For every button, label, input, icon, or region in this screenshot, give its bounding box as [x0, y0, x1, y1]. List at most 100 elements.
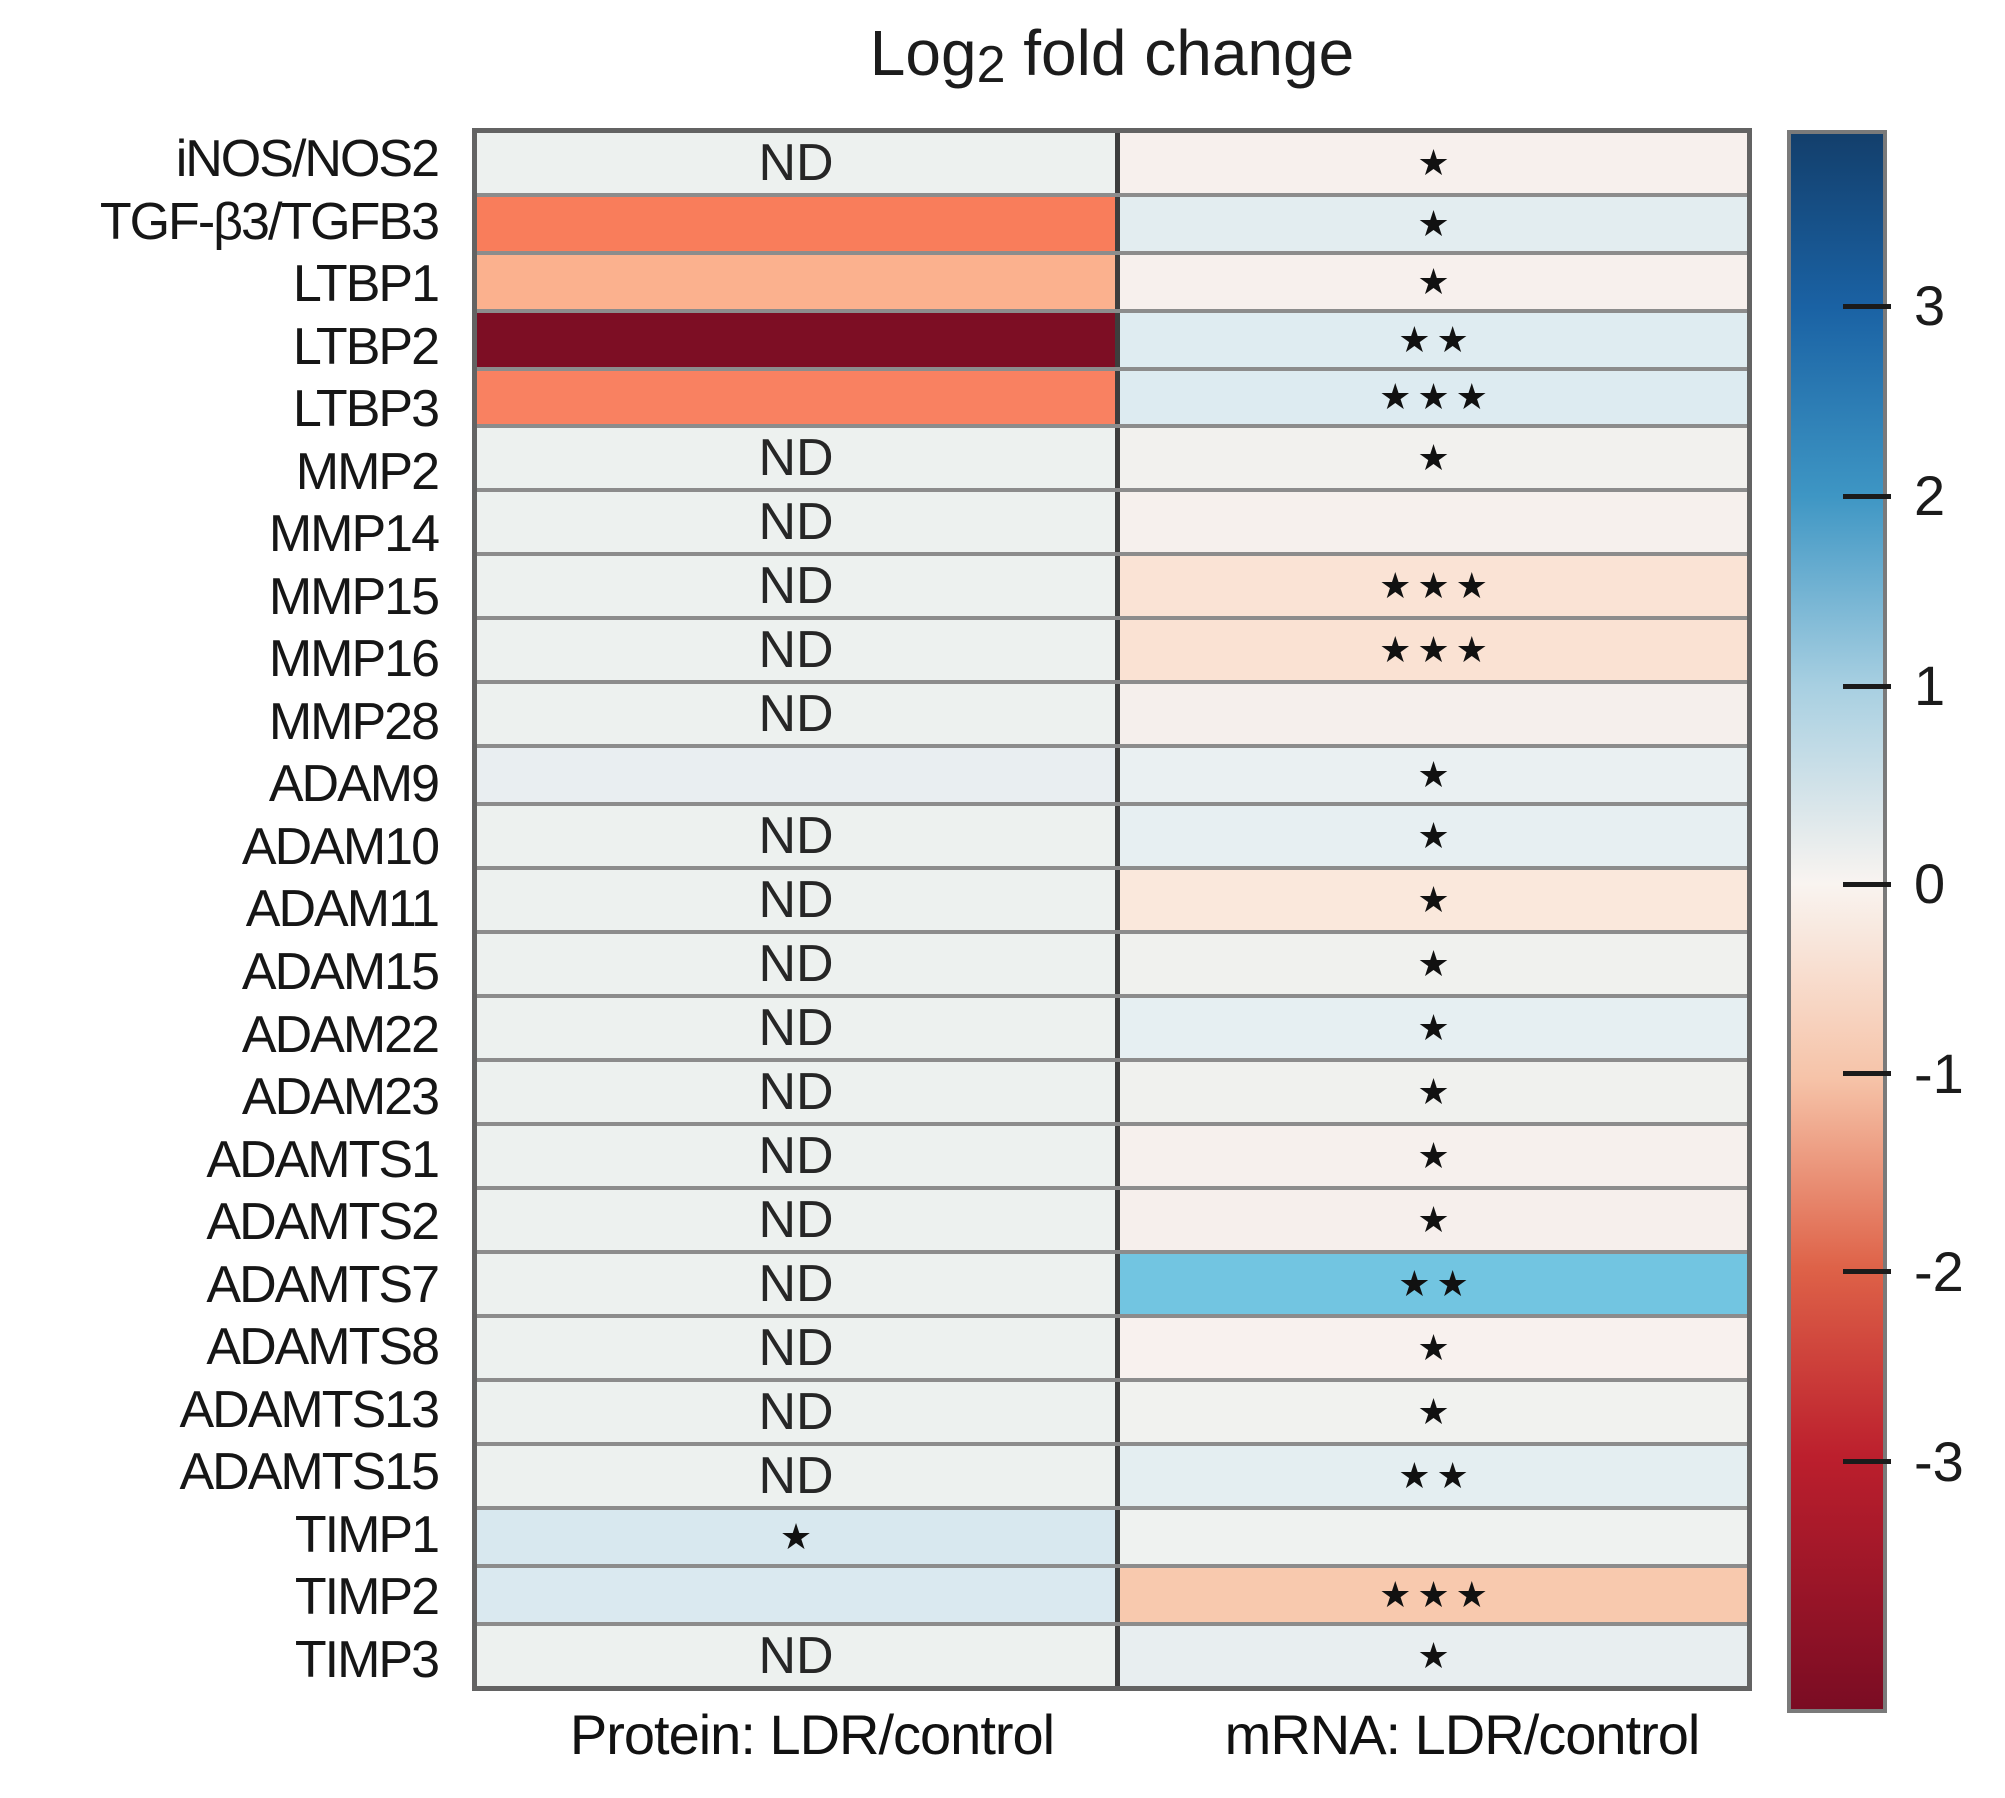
heatmap-cell-protein: ND [477, 1382, 1120, 1443]
heatmap-cell-protein: ND [477, 934, 1120, 995]
heatmap-cell-mrna: ★★★ [1120, 620, 1747, 681]
cell-value: ★★★ [1379, 565, 1494, 607]
heatmap-row: ND [477, 492, 1747, 553]
colorbar-tick [1843, 1269, 1891, 1275]
row-label: MMP28 [268, 692, 440, 751]
row-label: LTBP3 [292, 380, 440, 439]
row-label: MMP2 [295, 442, 440, 501]
row-label: ADAMTS1 [206, 1130, 440, 1189]
cell-value: ND [758, 621, 834, 680]
cell-value: ★★★ [1379, 1574, 1494, 1616]
colorbar-tick [1843, 881, 1891, 887]
heatmap-row: ★★ [477, 312, 1747, 367]
heatmap-cell-mrna: ★ [1120, 1318, 1747, 1379]
cell-value: ★ [1417, 142, 1456, 183]
heatmap-cell-protein: ND [477, 998, 1120, 1059]
row-label: ADAM15 [241, 943, 440, 1001]
cell-value: ★★ [1398, 318, 1475, 360]
row-label: ADAMTS15 [179, 1443, 440, 1502]
heatmap-cell-mrna: ★★ [1120, 1446, 1747, 1507]
cell-value: ★ [1417, 1327, 1456, 1369]
heatmap-row: ★ [477, 254, 1747, 309]
heatmap-cell-protein: ND [477, 1126, 1120, 1187]
heatmap-cell-mrna: ★ [1120, 197, 1747, 251]
colorbar-gradient [1787, 130, 1887, 1713]
heatmap-row: ND ★★ [477, 1254, 1747, 1315]
row-label: ADAMTS2 [206, 1193, 440, 1252]
row-label: TIMP3 [294, 1630, 440, 1689]
cell-value: ND [758, 429, 834, 488]
heatmap-cell-mrna [1120, 684, 1747, 745]
row-label: ADAM10 [241, 817, 440, 876]
cell-value: ★ [1417, 1391, 1456, 1433]
cell-value: ★ [1417, 1071, 1456, 1113]
heatmap-cell-mrna: ★ [1120, 998, 1747, 1059]
cell-value: ND [758, 1255, 834, 1314]
row-label: TGF-β3/TGFB3 [99, 192, 440, 251]
colorbar-tick-label: 2 [1914, 464, 1946, 528]
heatmap-grid: ND ★ ★ ★ ★★ [472, 128, 1752, 1691]
cell-value: ND [758, 871, 834, 930]
row-label: iNOS/NOS2 [175, 130, 440, 189]
row-label: ADAM11 [245, 880, 440, 939]
heatmap-cell-mrna: ★ [1120, 806, 1747, 867]
heatmap-cell-protein: ND [477, 1626, 1120, 1686]
colorbar-tick-label: 0 [1914, 852, 1946, 915]
cell-value: ND [758, 1127, 834, 1186]
row-label: LTBP2 [292, 317, 440, 376]
colorbar-tick-label: -3 [1914, 1429, 1964, 1493]
cell-value: ND [758, 1063, 834, 1122]
heatmap-cell-protein [477, 254, 1120, 309]
heatmap-row: ★★★ [477, 370, 1747, 425]
heatmap-row: ND [477, 684, 1747, 745]
heatmap-cell-protein: ND [477, 1190, 1120, 1251]
cell-value: ND [758, 807, 834, 866]
row-label: MMP16 [268, 630, 440, 689]
heatmap-cell-mrna: ★★ [1120, 1254, 1747, 1315]
heatmap-row: ND ★ [477, 1626, 1747, 1686]
row-label: TIMP1 [294, 1505, 440, 1564]
cell-value: ★ [1417, 1007, 1456, 1049]
colorbar-tick-label: -1 [1914, 1041, 1964, 1105]
heatmap-cell-protein [477, 748, 1120, 803]
cell-value: ★ [1417, 879, 1456, 921]
colorbar-tick [1843, 1071, 1891, 1077]
cell-value: ★★★ [1379, 629, 1494, 671]
heatmap-row: ND ★ [477, 1062, 1747, 1123]
heatmap-cell-mrna: ★ [1120, 1190, 1747, 1251]
chart-title-prefix: Log [869, 17, 977, 89]
heatmap-row: ★★★ [477, 1568, 1747, 1622]
colorbar-tick [1843, 303, 1891, 309]
heatmap-row: ND ★ [477, 428, 1747, 489]
cell-value: ★ [779, 1516, 819, 1558]
heatmap-row: ND ★ [477, 1382, 1747, 1443]
cell-value: ★★ [1398, 1455, 1475, 1497]
cell-value: ★ [1417, 1199, 1456, 1241]
heatmap-cell-mrna: ★ [1120, 934, 1747, 995]
heatmap-cell-protein: ND [477, 870, 1120, 931]
heatmap-row: ND ★ [477, 870, 1747, 931]
heatmap-cell-mrna: ★★ [1120, 312, 1747, 367]
row-label: ADAMTS13 [179, 1380, 440, 1439]
colorbar-tick-label: 1 [1914, 654, 1946, 718]
row-label: ADAM23 [241, 1068, 440, 1127]
heatmap-cell-protein: ND [477, 133, 1120, 193]
heatmap-cell-protein [477, 1568, 1120, 1622]
heatmap-cell-mrna [1120, 492, 1747, 553]
cell-value: ★ [1417, 815, 1456, 857]
cell-value: ND [758, 999, 834, 1058]
heatmap-cell-protein: ND [477, 684, 1120, 745]
row-label: ADAMTS7 [206, 1255, 440, 1314]
heatmap-row: ND ★★★ [477, 556, 1747, 617]
heatmap-cell-mrna: ★ [1120, 133, 1747, 193]
cell-value: ND [758, 493, 834, 552]
heatmap-row: ND ★ [477, 1126, 1747, 1187]
cell-value: ★ [1417, 943, 1456, 985]
heatmap-cell-protein [477, 370, 1120, 425]
heatmap-cell-mrna: ★ [1120, 1626, 1747, 1686]
heatmap-cell-mrna: ★ [1120, 748, 1747, 803]
cell-value: ★ [1417, 260, 1456, 302]
chart-title: Log2 fold change [472, 16, 1752, 95]
cell-value: ND [758, 1191, 834, 1250]
heatmap-row: ★ [477, 197, 1747, 251]
